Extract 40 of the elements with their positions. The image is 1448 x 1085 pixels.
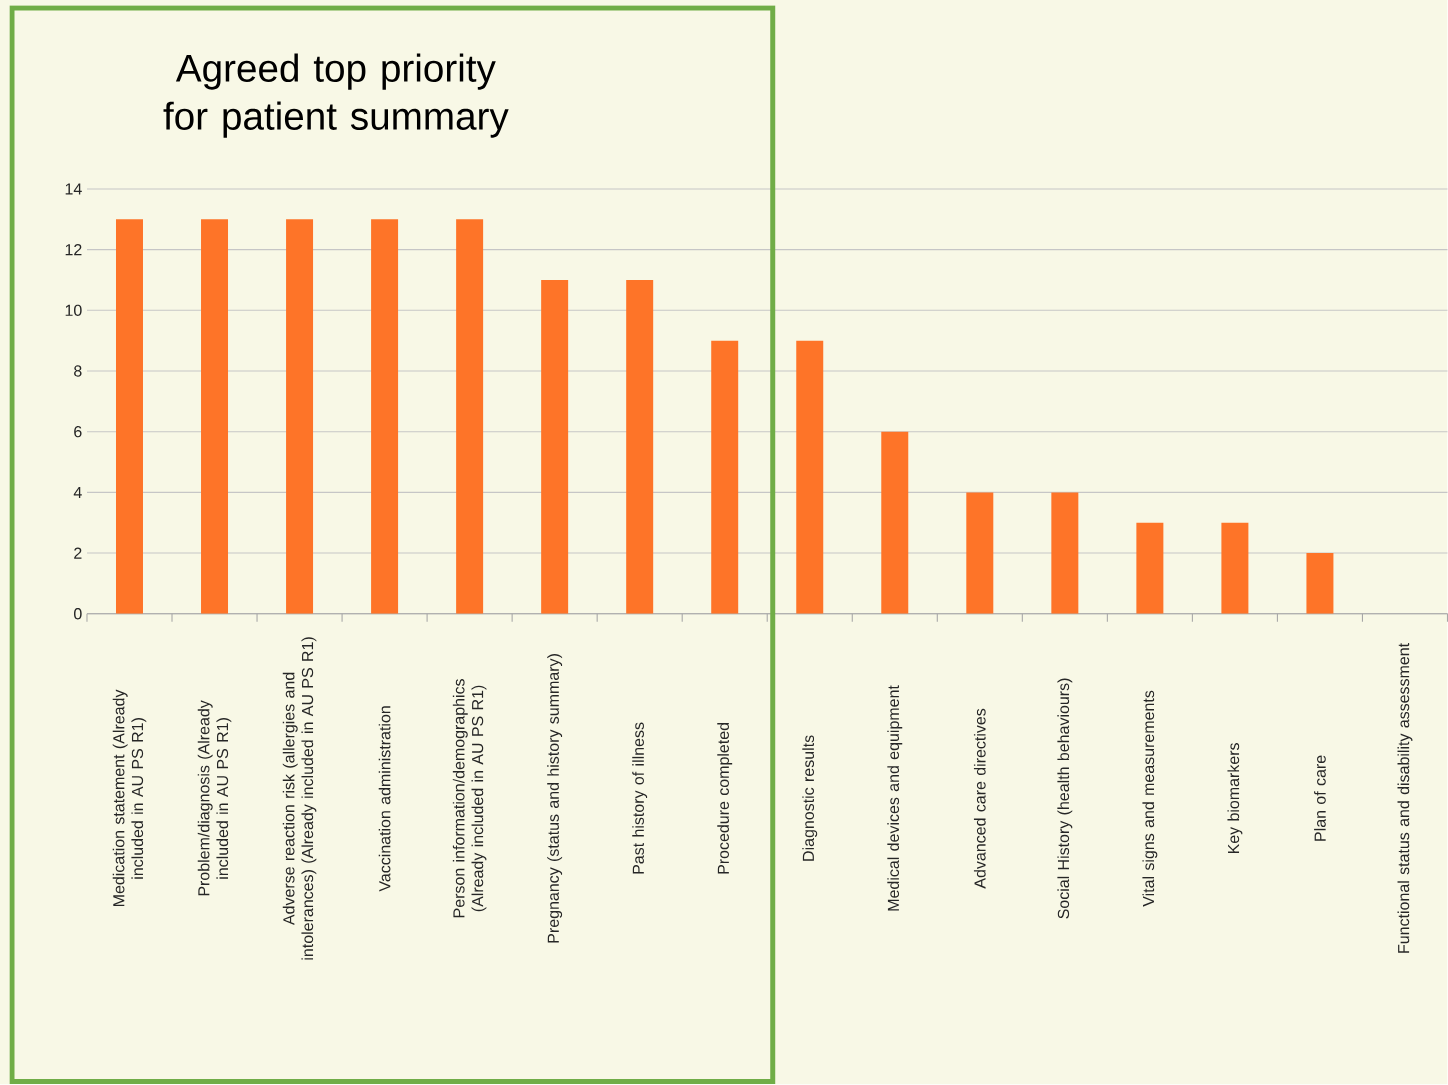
x-tick-label: Pregnancy (status and history summary) xyxy=(547,654,563,943)
x-tick-label: Plan of care xyxy=(1314,755,1326,841)
y-tick-label: 6 xyxy=(74,426,82,438)
x-tick-label: Adverse reaction risk (allergies and intolerances) (Already included in AU PS R1) xyxy=(282,637,317,960)
y-tick-label: 10 xyxy=(65,304,82,317)
bar xyxy=(116,219,143,614)
x-tick-label: Problem/diagnosis (Already included in AU PS R1) xyxy=(197,700,232,896)
bar xyxy=(286,219,314,614)
bar xyxy=(456,219,484,614)
bar xyxy=(1136,522,1164,614)
chart-title: Agreed top priority for patient summary xyxy=(163,53,509,138)
bar xyxy=(881,431,909,614)
x-tick-label: Advanced care directives xyxy=(973,708,986,889)
y-tick-label: 12 xyxy=(65,244,82,256)
x-tick-label: Vaccination administration xyxy=(378,706,391,892)
x-tick-label: Functional status and disability assessment xyxy=(1397,643,1413,953)
bar xyxy=(541,280,569,614)
x-tick-label: Vital signs and measurements xyxy=(1142,690,1158,907)
bar xyxy=(1051,492,1079,614)
y-tick-label: 8 xyxy=(74,365,82,377)
bar xyxy=(371,219,399,614)
x-tick-label: Past history of illness xyxy=(632,722,648,874)
y-tick-label: 2 xyxy=(74,547,82,559)
y-tick-label: 0 xyxy=(74,608,82,620)
bar xyxy=(711,340,739,614)
y-tick-label: 4 xyxy=(73,487,82,499)
x-tick-label: Medical devices and equipment xyxy=(887,685,903,911)
x-tick-label: Person information/demographics (Already included in AU PS R1) xyxy=(452,679,487,918)
y-tick-label: 14 xyxy=(65,183,82,195)
bar xyxy=(626,280,654,614)
bar xyxy=(1306,553,1334,614)
x-tick-label: Diagnostic results xyxy=(802,735,818,861)
x-tick-label: Medication statement (Already included in AU PS R1) xyxy=(112,689,147,907)
bar xyxy=(796,340,824,614)
bar xyxy=(966,492,994,614)
x-tick-label: Social History (health behaviours) xyxy=(1057,678,1073,919)
x-tick-label: Procedure completed xyxy=(717,723,733,874)
x-tick-label: Key biomarkers xyxy=(1227,743,1243,854)
bar xyxy=(1221,522,1249,614)
bar xyxy=(201,219,229,614)
